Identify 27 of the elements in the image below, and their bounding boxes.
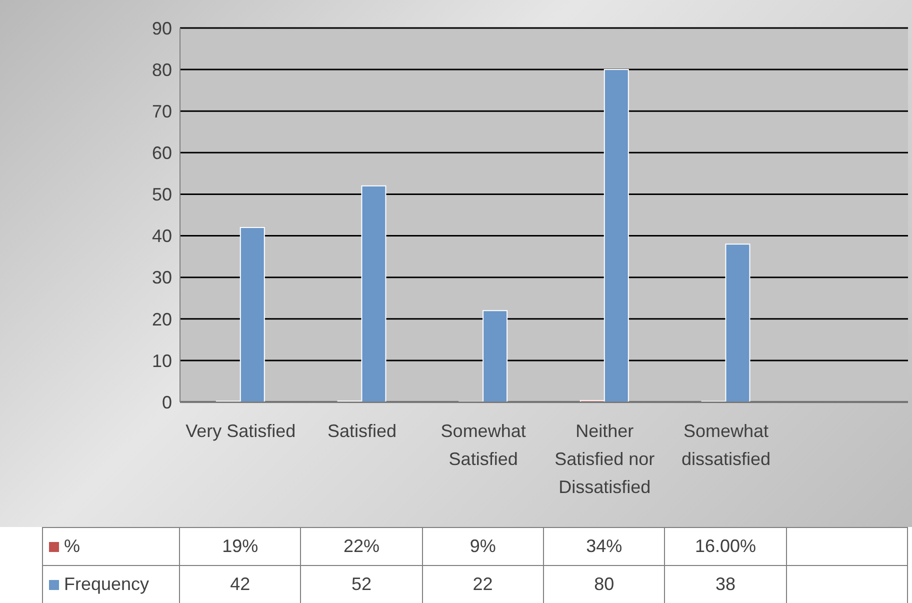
data-label: 22% <box>300 528 422 566</box>
y-tick-label: 10 <box>152 350 172 371</box>
data-label: 80 <box>543 566 665 603</box>
x-tick-label: Satisfied <box>327 420 397 441</box>
data-label: 42 <box>180 566 301 603</box>
y-tick-label: 80 <box>152 60 172 80</box>
data-label: 9% <box>422 528 544 566</box>
data-label: 22 <box>422 566 544 603</box>
data-label: 16.00% <box>664 528 786 566</box>
x-tick-label: Somewhat dissatisfied <box>681 420 771 469</box>
y-tick-label: 90 <box>152 18 172 38</box>
legend-label: % <box>64 536 80 556</box>
data-label: 34% <box>543 528 665 566</box>
y-tick-label: 50 <box>152 184 172 205</box>
y-tick-label: 20 <box>152 309 172 330</box>
y-tick-label: 0 <box>162 392 172 412</box>
y-tick-label: 60 <box>152 143 172 164</box>
data-label: 19% <box>180 528 301 566</box>
x-tick-label: Neither Satisfied nor Dissatisfied <box>554 420 655 497</box>
x-tick-label: Very Satisfied <box>186 420 296 441</box>
y-tick-label: 40 <box>152 226 172 246</box>
y-tick-label: 70 <box>152 102 172 122</box>
y-tick-label: 30 <box>152 268 172 288</box>
data-label: 38 <box>664 566 786 603</box>
legend-label: Frequency <box>64 574 150 594</box>
x-tick-label: Somewhat Satisfied <box>440 420 526 469</box>
data-label: 52 <box>300 566 422 603</box>
